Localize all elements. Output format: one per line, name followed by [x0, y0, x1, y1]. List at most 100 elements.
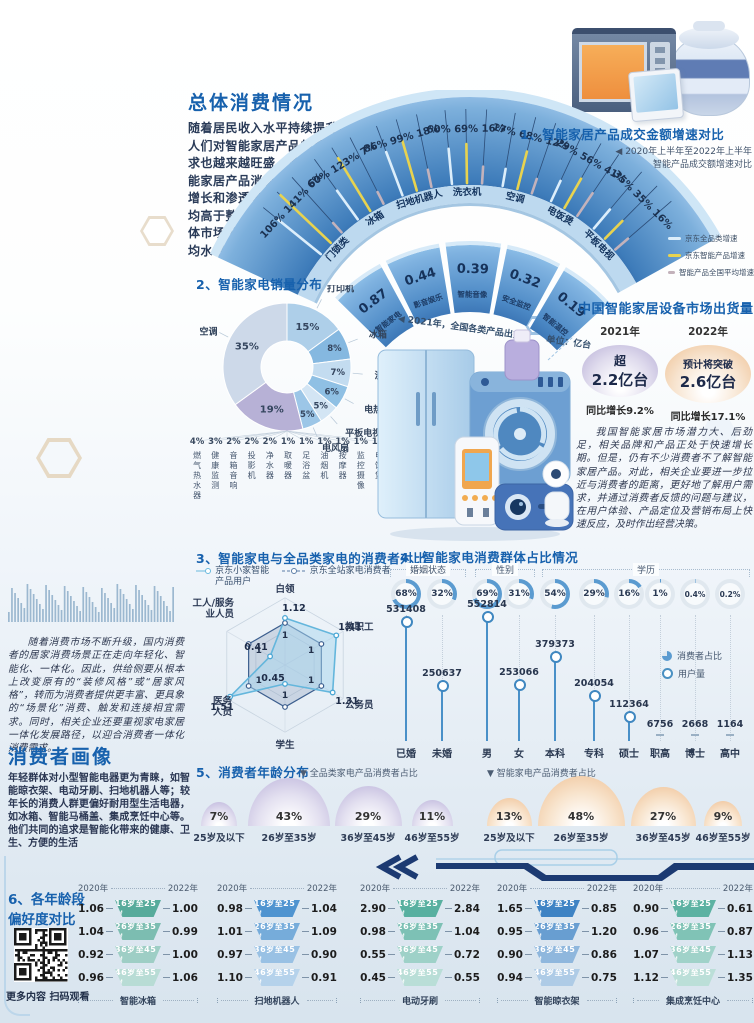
qr-module — [47, 961, 50, 964]
table-row: 0.55 36岁至45岁 0.72 — [360, 946, 480, 963]
demographic-label: 高中 — [720, 749, 740, 760]
hero-appliances-illustration — [377, 329, 575, 541]
qr-module — [40, 954, 43, 957]
dotted-leader — [445, 1000, 477, 1001]
barcode-bar — [147, 605, 150, 622]
value-2020: 1.10 — [217, 971, 243, 984]
barcode-bar — [107, 598, 109, 622]
dash — [245, 954, 252, 955]
profile-section-title: 消费者画像 — [8, 746, 114, 768]
legend-swatch — [668, 271, 675, 274]
fan-line — [232, 430, 288, 442]
demographic-column: 1% 6756 职高 — [638, 579, 682, 760]
qr-module — [45, 964, 48, 967]
barcode-bar — [156, 591, 159, 622]
dotted-leader — [727, 1000, 750, 1001]
table-row: 0.98 26岁至35岁 1.04 — [360, 923, 480, 940]
qr-module — [42, 939, 45, 942]
barcode-bar — [82, 587, 85, 622]
demographic-label: 本科 — [545, 749, 565, 760]
segment-bevel — [506, 244, 561, 268]
subcategory-label: 燃气热水器 — [192, 451, 202, 501]
qr-module — [47, 949, 50, 952]
value-2022: 1.00 — [172, 948, 198, 961]
subcategory: 1% 取暖器 — [279, 437, 297, 549]
qr-module — [60, 976, 63, 979]
barcode-bar — [110, 603, 112, 622]
value-2020: 1.06 — [78, 902, 104, 915]
dash — [245, 931, 252, 932]
dash — [106, 931, 113, 932]
subcategory: 2% 净水器 — [261, 437, 279, 549]
subcategory: 4% 燃气热水器 — [188, 437, 206, 549]
dotted-leader — [586, 1000, 614, 1001]
plug-screen — [465, 453, 489, 481]
qr-module — [45, 979, 48, 982]
barcode-bar — [29, 589, 32, 622]
value-bar — [549, 179, 562, 203]
dotted-leader — [82, 1000, 113, 1001]
qr-module — [27, 949, 30, 952]
connector-line — [547, 335, 575, 361]
footer-tick — [616, 998, 618, 1003]
barcode-bar — [66, 591, 69, 622]
qr-module — [57, 954, 60, 957]
dash — [718, 954, 725, 955]
demo-legend-label: 用户量 — [678, 670, 706, 680]
age-bubble: 27% — [630, 787, 696, 826]
plug-socket — [483, 508, 489, 517]
age-bubbles-chart: 5、消费者年龄分布 ▼ 全品类家电产品消费者占比 7% 25岁及以下 43% 26岁至3… — [190, 760, 754, 862]
dotted-leader — [364, 1000, 395, 1001]
value-2020: 0.97 — [217, 948, 243, 961]
bubble-percent: 7% — [209, 810, 229, 823]
barcode-bar — [116, 584, 119, 622]
qr-module — [42, 969, 45, 972]
age-trapezoid: 26岁至35岁 — [115, 923, 161, 940]
lollipop-stem — [440, 684, 444, 741]
qr-module — [62, 969, 65, 972]
ring-hole: 68% — [395, 583, 417, 605]
hexagon-decoration — [40, 442, 78, 474]
value-bar — [563, 177, 583, 210]
segment-bevel — [335, 263, 382, 301]
growth-chart-title: 1、智能家居产品成交金额增速对比 — [520, 127, 725, 142]
qr-module — [65, 966, 68, 969]
ring-hole: 54% — [544, 583, 566, 605]
preference-table: 2020年 2022年 1.06 16岁至25岁 1.00 1.04 26岁至35岁 0.99… — [78, 882, 199, 1007]
qr-module — [50, 971, 53, 974]
radar-axis-label: 工人/服务 — [193, 597, 235, 609]
lollipop-dot — [482, 611, 494, 623]
radar-legend: 京东小家智能产品用户 京东全站家电消费者 — [196, 566, 391, 588]
ring-hole: 32% — [431, 583, 453, 605]
value-2022: 1.09 — [311, 925, 337, 938]
value-2022: 1.06 — [172, 971, 198, 984]
value-2020: 2.90 — [360, 902, 386, 915]
lollipop-stem — [592, 694, 596, 741]
qr-module — [17, 956, 20, 959]
qr-module — [45, 956, 48, 959]
market-note: 随着消费市场不断升级，国内消费者的居家消费场景正在走向年轻化、智能化、一体化。因… — [8, 637, 184, 755]
age-trapezoid: 16岁至25岁 — [397, 900, 443, 917]
radar-marker — [318, 641, 325, 647]
qr-module — [42, 949, 45, 952]
dot-legend-icon — [662, 668, 673, 679]
legend-swatch — [668, 237, 681, 240]
leader-line — [330, 416, 338, 425]
tech-divider-decoration — [375, 849, 754, 881]
security-camera-base — [545, 519, 569, 527]
legend-line-icon — [196, 568, 212, 574]
tech-band — [436, 863, 754, 881]
subcategory-label: 净水器 — [265, 451, 275, 481]
barcode-bar — [48, 590, 50, 622]
barcode-bar — [85, 592, 88, 622]
value-2022: 1.35 — [727, 971, 753, 984]
percent-ring: 0.2% — [715, 579, 745, 609]
qr-module — [17, 951, 20, 954]
table-row: 0.90 16岁至25岁 0.61 — [633, 900, 753, 917]
qr-module — [42, 964, 45, 967]
dash — [163, 931, 170, 932]
percent-value: 54% — [544, 589, 566, 599]
value-2022: 2.84 — [454, 902, 480, 915]
fan-line — [286, 430, 324, 442]
